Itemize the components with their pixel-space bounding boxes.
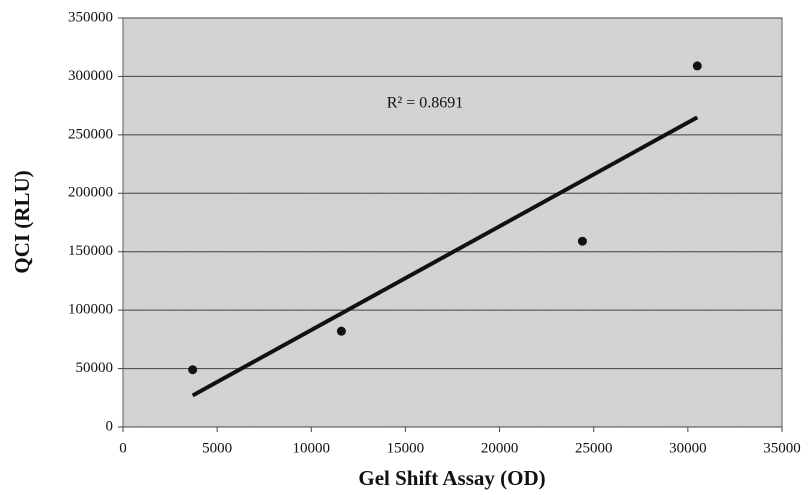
x-tick-label: 30000 — [669, 440, 707, 456]
point — [692, 61, 702, 71]
point — [577, 236, 587, 246]
annotation: R² = 0.8691 — [387, 95, 464, 112]
y-tick-label: 150000 — [68, 243, 113, 259]
point — [188, 365, 198, 375]
x-tick-label: 20000 — [481, 440, 519, 456]
trendline — [191, 115, 699, 398]
y-tick-label: 250000 — [68, 126, 113, 142]
y-tick-label: 100000 — [68, 302, 113, 318]
x-tick-label: 5000 — [202, 440, 232, 456]
y-axis-title: QCI (RLU) — [10, 170, 34, 273]
x-tick-label: 25000 — [575, 440, 613, 456]
x-tick-label: 10000 — [293, 440, 331, 456]
plot-texture — [123, 18, 782, 427]
y-tick-label: 300000 — [68, 68, 113, 84]
y-tick-label: 50000 — [76, 360, 114, 376]
x-tick-label: 15000 — [387, 440, 425, 456]
y-tick-label: 350000 — [68, 9, 113, 25]
x-axis-title: Gel Shift Assay (OD) — [358, 466, 545, 490]
point — [336, 326, 346, 336]
y-tick-label: 200000 — [68, 185, 113, 201]
x-tick-label: 35000 — [763, 440, 801, 456]
x-tick-label: 0 — [119, 440, 127, 456]
y-tick-label: 0 — [106, 418, 114, 434]
